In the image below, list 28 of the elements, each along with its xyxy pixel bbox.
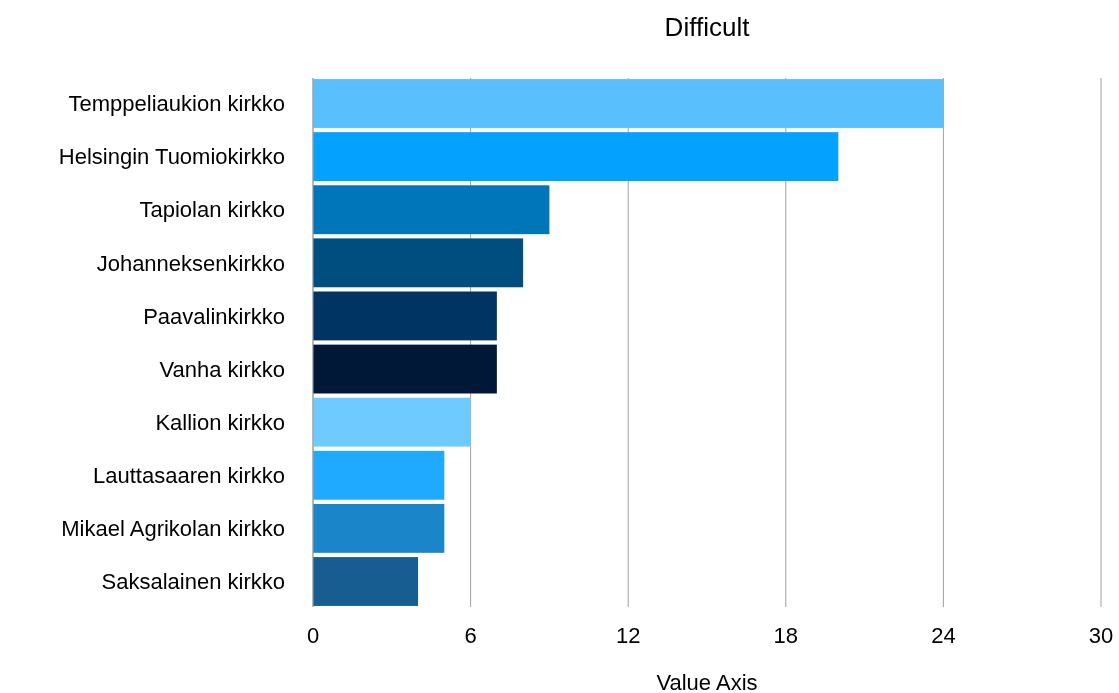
y-tick-label: Johanneksenkirkko: [96, 250, 285, 276]
bar: [313, 238, 524, 288]
y-tick-label: Mikael Agrikolan kirkko: [61, 516, 285, 542]
y-tick-label: Paavalinkirkko: [143, 303, 285, 329]
x-tick-label: 30: [1088, 623, 1114, 648]
x-tick-label: 6: [464, 623, 477, 648]
bar: [313, 132, 839, 182]
x-tick-label: 0: [306, 623, 320, 648]
bar: [313, 344, 497, 394]
bar: [313, 503, 445, 553]
x-tick-label: 18: [773, 623, 799, 648]
y-tick-label: Vanha kirkko: [159, 356, 285, 382]
bar: [313, 79, 944, 128]
y-tick-label: Saksalainen kirkko: [101, 569, 285, 595]
y-tick-label: Kallion kirkko: [155, 409, 285, 435]
bar: [313, 291, 497, 341]
y-tick-label: Temppeliaukion kirkko: [68, 91, 285, 117]
y-tick-label: Lauttasaaren kirkko: [93, 462, 285, 488]
bar: [313, 185, 550, 235]
y-tick-label: Tapiolan kirkko: [139, 197, 285, 223]
x-axis-title: Value Axis: [656, 670, 758, 693]
bar: [313, 397, 471, 447]
y-tick-label: Helsingin Tuomiokirkko: [58, 144, 285, 170]
x-tick-label: 24: [931, 623, 956, 648]
bar: [313, 557, 419, 606]
chart-title: Difficult: [664, 12, 751, 42]
x-tick-label: 12: [615, 623, 641, 648]
bar: [313, 450, 445, 500]
